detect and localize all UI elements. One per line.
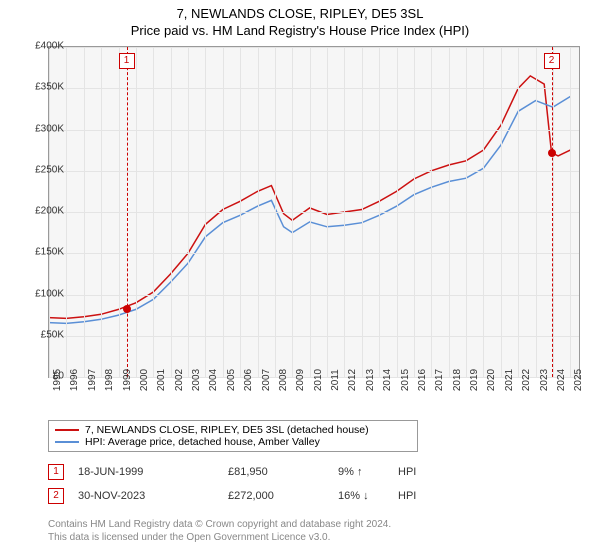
footer-line: Contains HM Land Registry data © Crown c… — [48, 518, 391, 531]
legend-swatch — [55, 429, 79, 431]
transactions-table: 1 18-JUN-1999 £81,950 9% ↑ HPI 2 30-NOV-… — [48, 460, 578, 508]
x-tick-label: 2009 — [295, 369, 306, 391]
x-tick-label: 2008 — [278, 369, 289, 391]
chart-marker-dot — [123, 305, 131, 313]
x-tick-label: 2001 — [156, 369, 167, 391]
x-tick-label: 2010 — [313, 369, 324, 391]
legend-swatch — [55, 441, 79, 443]
transaction-pct: 9% — [338, 466, 354, 478]
table-row: 2 30-NOV-2023 £272,000 16% ↓ HPI — [48, 484, 578, 508]
transaction-marker: 2 — [48, 488, 64, 504]
transaction-suffix: HPI — [398, 466, 478, 478]
x-tick-label: 2016 — [417, 369, 428, 391]
transaction-marker: 1 — [48, 464, 64, 480]
x-tick-label: 2012 — [347, 369, 358, 391]
x-tick-label: 2002 — [174, 369, 185, 391]
legend-item: HPI: Average price, detached house, Ambe… — [55, 436, 411, 448]
chart-title-sub: Price paid vs. HM Land Registry's House … — [0, 21, 600, 38]
footer-line: This data is licensed under the Open Gov… — [48, 531, 391, 544]
transaction-suffix: HPI — [398, 490, 478, 502]
x-tick-label: 2005 — [226, 369, 237, 391]
y-tick-label: £200K — [35, 206, 64, 217]
y-tick-label: £300K — [35, 123, 64, 134]
x-tick-label: 2023 — [539, 369, 550, 391]
legend-label: HPI: Average price, detached house, Ambe… — [85, 436, 320, 448]
transaction-price: £272,000 — [228, 490, 338, 502]
arrow-up-icon: ↑ — [357, 466, 363, 478]
x-tick-label: 2011 — [330, 369, 341, 391]
y-tick-label: £50K — [41, 329, 64, 340]
x-tick-label: 2021 — [504, 369, 515, 391]
y-tick-label: £150K — [35, 247, 64, 258]
x-tick-label: 2024 — [556, 369, 567, 391]
transaction-price: £81,950 — [228, 466, 338, 478]
y-tick-label: £100K — [35, 288, 64, 299]
x-tick-label: 1998 — [104, 369, 115, 391]
transaction-date: 30-NOV-2023 — [78, 490, 228, 502]
chart-title-main: 7, NEWLANDS CLOSE, RIPLEY, DE5 3SL — [0, 0, 600, 21]
x-tick-label: 2013 — [365, 369, 376, 391]
table-row: 1 18-JUN-1999 £81,950 9% ↑ HPI — [48, 460, 578, 484]
x-tick-label: 2022 — [521, 369, 532, 391]
y-tick-label: £250K — [35, 164, 64, 175]
chart-marker-dot — [548, 149, 556, 157]
x-tick-label: 2025 — [573, 369, 584, 391]
arrow-down-icon: ↓ — [363, 490, 369, 502]
legend-item: 7, NEWLANDS CLOSE, RIPLEY, DE5 3SL (deta… — [55, 424, 411, 436]
footer: Contains HM Land Registry data © Crown c… — [48, 518, 391, 544]
plot-area: 12 — [48, 46, 580, 378]
legend-label: 7, NEWLANDS CLOSE, RIPLEY, DE5 3SL (deta… — [85, 424, 369, 436]
x-tick-label: 2000 — [139, 369, 150, 391]
chart-marker-box: 1 — [119, 53, 135, 69]
x-tick-label: 1999 — [122, 369, 133, 391]
x-tick-label: 2018 — [452, 369, 463, 391]
x-tick-label: 1996 — [69, 369, 80, 391]
transaction-date: 18-JUN-1999 — [78, 466, 228, 478]
transaction-pct: 16% — [338, 490, 360, 502]
x-tick-label: 1997 — [87, 369, 98, 391]
x-tick-label: 2015 — [400, 369, 411, 391]
x-tick-label: 2004 — [208, 369, 219, 391]
legend: 7, NEWLANDS CLOSE, RIPLEY, DE5 3SL (deta… — [48, 420, 418, 452]
x-tick-label: 2007 — [261, 369, 272, 391]
x-tick-label: 2003 — [191, 369, 202, 391]
x-tick-label: 2020 — [486, 369, 497, 391]
chart-marker-box: 2 — [544, 53, 560, 69]
x-tick-label: 2014 — [382, 369, 393, 391]
y-tick-label: £350K — [35, 82, 64, 93]
x-tick-label: 2019 — [469, 369, 480, 391]
x-tick-label: 2006 — [243, 369, 254, 391]
x-tick-label: 2017 — [434, 369, 445, 391]
x-tick-label: 1995 — [52, 369, 63, 391]
y-tick-label: £400K — [35, 41, 64, 52]
chart-container: 7, NEWLANDS CLOSE, RIPLEY, DE5 3SL Price… — [0, 0, 600, 560]
